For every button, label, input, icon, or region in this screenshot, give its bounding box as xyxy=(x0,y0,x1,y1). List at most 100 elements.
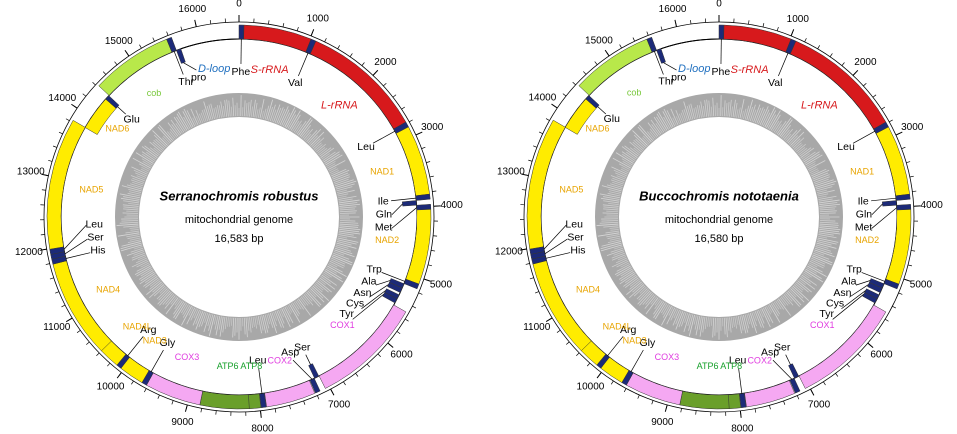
label-leader xyxy=(150,349,164,372)
gc-stripe xyxy=(144,277,159,288)
gc-stripe xyxy=(638,124,654,142)
gc-stripe xyxy=(617,256,627,261)
gc-stripe xyxy=(802,273,810,279)
tick-label: 2000 xyxy=(854,57,877,68)
minor-tick xyxy=(783,400,786,405)
minor-tick xyxy=(139,44,142,49)
minor-tick xyxy=(355,373,359,377)
minor-tick xyxy=(576,352,580,356)
gc-stripe xyxy=(127,235,140,240)
gc-stripe xyxy=(121,220,139,222)
gc-stripe xyxy=(180,303,188,314)
gc-stripe xyxy=(188,306,194,316)
gc-stripe xyxy=(310,131,325,146)
minor-tick xyxy=(418,292,423,295)
gc-stripe xyxy=(603,196,620,200)
gene-label: Met xyxy=(855,222,873,234)
minor-tick xyxy=(361,62,365,66)
gc-stripe xyxy=(227,317,229,327)
gc-stripe xyxy=(772,120,780,132)
gc-stripe xyxy=(654,298,660,306)
gc-stripe xyxy=(612,181,624,187)
gc-stripe xyxy=(645,294,655,305)
gc-stripe xyxy=(811,256,832,266)
label-leader xyxy=(871,207,897,229)
tick-mark xyxy=(39,248,47,251)
gc-stripe xyxy=(249,99,252,117)
gc-stripe xyxy=(775,300,782,310)
gc-stripe xyxy=(333,251,345,256)
tick-mark xyxy=(519,248,527,251)
gc-stripe xyxy=(279,106,289,125)
gc-stripe xyxy=(818,230,841,235)
gc-stripe xyxy=(176,116,186,132)
gc-stripe xyxy=(261,110,264,119)
gene-label: COX2 xyxy=(747,356,772,366)
gc-stripe xyxy=(805,154,823,166)
gc-stripe xyxy=(222,316,226,333)
gc-stripe xyxy=(657,111,669,130)
gc-stripe xyxy=(703,106,706,118)
gene-box xyxy=(744,380,796,408)
gc-stripe xyxy=(312,285,330,302)
gc-stripe xyxy=(653,300,663,315)
gc-stripe xyxy=(800,147,815,158)
gc-stripe xyxy=(126,184,143,190)
gc-stripe xyxy=(259,99,265,119)
gc-stripe xyxy=(218,316,222,330)
gene-label: Ile xyxy=(858,195,869,207)
gc-stripe xyxy=(632,141,644,152)
gc-stripe xyxy=(675,310,682,325)
gc-stripe xyxy=(767,114,777,129)
gc-stripe xyxy=(619,273,636,285)
gc-stripe xyxy=(311,138,321,148)
gc-stripe xyxy=(743,314,749,333)
gc-stripe xyxy=(256,316,259,325)
gc-stripe xyxy=(339,210,357,213)
gc-stripe xyxy=(181,305,192,326)
gene-label: COX3 xyxy=(175,352,200,362)
gc-stripe xyxy=(758,309,765,324)
gc-stripe xyxy=(744,314,750,329)
gene-label: cob xyxy=(147,88,162,98)
tick-label: 3000 xyxy=(901,122,924,133)
gc-stripe xyxy=(818,198,833,202)
gene-label: Arg xyxy=(620,324,637,336)
gc-stripe xyxy=(642,292,654,305)
gc-stripe xyxy=(683,109,689,122)
minor-tick xyxy=(131,380,134,385)
tick-label: 10000 xyxy=(97,382,125,393)
gc-stripe xyxy=(603,206,619,209)
gc-stripe xyxy=(792,137,805,149)
gc-stripe xyxy=(814,247,833,255)
gc-stripe xyxy=(203,101,210,121)
gc-stripe xyxy=(131,252,145,259)
gc-stripe xyxy=(326,267,337,274)
gc-stripe xyxy=(819,220,836,222)
gc-stripe xyxy=(276,107,284,124)
gc-stripe xyxy=(607,192,621,197)
gc-stripe xyxy=(632,130,648,146)
gc-stripe xyxy=(266,99,274,121)
gc-stripe xyxy=(307,128,322,144)
gc-stripe xyxy=(687,313,692,326)
gc-stripe xyxy=(819,225,839,228)
gc-stripe xyxy=(801,153,810,160)
gc-stripe xyxy=(213,315,217,325)
gc-stripe xyxy=(799,147,812,157)
gene-label: NAD5 xyxy=(79,185,103,195)
tick-label: 6000 xyxy=(870,349,893,360)
genome-map: 0 1000 2000 3000 4000 5000 6000 7000 8000 9000 100… xyxy=(495,0,943,434)
minor-tick xyxy=(404,318,409,322)
minor-tick xyxy=(823,381,826,386)
gc-stripe xyxy=(805,268,822,279)
gc-stripe xyxy=(729,317,732,333)
gc-stripe xyxy=(157,290,171,305)
gc-stripe xyxy=(335,246,352,252)
minor-tick xyxy=(152,37,155,42)
gc-stripe xyxy=(128,191,141,195)
gc-stripe xyxy=(299,297,307,306)
gc-stripe xyxy=(793,142,802,150)
gc-stripe xyxy=(615,152,634,164)
gc-stripe xyxy=(704,317,708,330)
